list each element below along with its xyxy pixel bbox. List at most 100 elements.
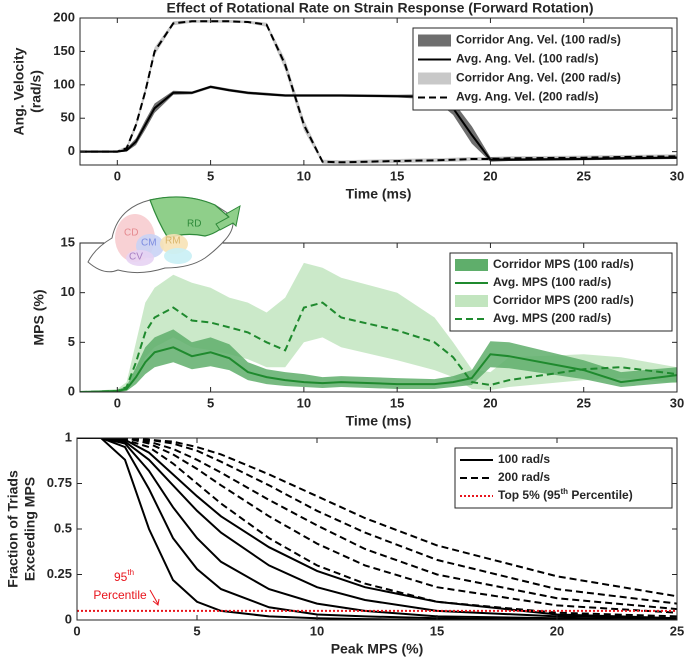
y-tick-label: 50	[61, 110, 75, 125]
legend-label: Top 5% (95th Percentile)	[498, 487, 633, 502]
x-tick-label: 10	[297, 168, 311, 183]
x-tick-label: 25	[576, 168, 590, 183]
brain-inset: RD CD CM RM CV	[87, 196, 241, 274]
chart-title: Effect of Rotational Rate on Strain Resp…	[166, 0, 593, 16]
y-tick-label: 0.75	[47, 475, 72, 490]
legend-label: Avg. Ang. Vel. (200 rad/s)	[456, 90, 599, 104]
x-axis-label: Time (ms)	[346, 186, 412, 202]
x-tick-label: 15	[430, 623, 444, 638]
x-tick-label: 20	[550, 623, 564, 638]
x-tick-label: 10	[297, 395, 311, 410]
plot-area	[80, 20, 677, 165]
legend-label: Avg. MPS (200 rad/s)	[493, 311, 611, 325]
rotation-arrow	[215, 205, 241, 231]
x-axis-label: Peak MPS (%)	[331, 641, 424, 657]
plot-area	[77, 438, 677, 620]
y-tick-label: 0.5	[54, 520, 72, 535]
y-axis-label: MPS (%)	[31, 290, 47, 346]
x-tick-label: 0	[114, 168, 121, 183]
panel: 0 5 10 15 20 25 0 0.25 0.5 0.75 1 Peak MPS (%) Fract…	[5, 429, 685, 656]
inset-label: CM	[141, 238, 157, 249]
avg-line	[80, 346, 677, 392]
panel: 0 5 10 15 20 25 30 0 50 100 150 200 Time (ms) Ang. Ve…	[11, 9, 685, 201]
curve	[77, 438, 677, 605]
y-tick-label: 0	[68, 143, 75, 158]
annotation: 95th	[114, 568, 134, 584]
annotation-text: 95	[114, 570, 128, 584]
y-tick-label: 15	[61, 234, 75, 249]
y-tick-label: 200	[53, 9, 75, 24]
legend: 100 rad/s 200 rad/s Top 5% (95th Percentil…	[454, 447, 673, 509]
legend-swatch	[455, 259, 488, 271]
x-tick-label: 15	[390, 168, 404, 183]
axes-frame	[79, 17, 678, 166]
x-tick-label: 20	[483, 395, 497, 410]
curve	[77, 438, 677, 618]
legend-label: Corridor Ang. Vel. (200 rad/s)	[456, 71, 621, 85]
legend-label: Corridor MPS (200 rad/s)	[493, 293, 634, 307]
curve	[77, 438, 677, 614]
y-axis-label: Fraction of Triads	[5, 470, 21, 588]
avg-line	[80, 301, 677, 392]
legend-label: Avg. MPS (100 rad/s)	[493, 275, 611, 289]
y-tick-label: 0	[65, 611, 72, 626]
legend-label: Corridor MPS (100 rad/s)	[493, 257, 634, 271]
avg-line	[80, 85, 677, 161]
avg-line	[80, 20, 677, 164]
y-axis-label: Ang. Velocity	[11, 47, 27, 135]
y-tick-label: 0.25	[47, 566, 72, 581]
x-tick-label: 30	[670, 168, 684, 183]
x-tick-label: 20	[483, 168, 497, 183]
inset-label: CV	[129, 252, 143, 263]
region-rd	[149, 196, 231, 239]
y-tick-label: 100	[53, 76, 75, 91]
legend-label: Avg. Ang. Vel. (100 rad/s)	[456, 52, 599, 66]
x-tick-label: 0	[73, 623, 80, 638]
legend: Corridor MPS (100 rad/s) Avg. MPS (100 ra…	[449, 252, 673, 332]
axes-frame	[79, 242, 678, 393]
x-tick-label: 5	[193, 623, 200, 638]
x-tick-label: 15	[390, 395, 404, 410]
legend-label-part: Top 5% (95	[498, 488, 561, 502]
region-cv	[126, 250, 154, 266]
legend-box	[454, 447, 673, 509]
x-tick-label: 10	[310, 623, 324, 638]
y-axis-label: Exceeding MPS	[22, 477, 38, 581]
annotation: Percentile	[93, 588, 147, 602]
x-axis-label: Time (ms)	[346, 413, 412, 429]
legend: Corridor Ang. Vel. (100 rad/s) Avg. Ang. …	[412, 27, 673, 111]
x-tick-label: 5	[207, 395, 214, 410]
curve	[77, 438, 677, 611]
legend-swatch	[418, 34, 451, 47]
x-tick-label: 30	[670, 395, 684, 410]
y-tick-label: 5	[68, 334, 75, 349]
legend-label: Corridor Ang. Vel. (100 rad/s)	[456, 33, 621, 47]
panel: 0 5 10 15 20 25 30 0 5 10 15 Time (ms) MPS (%) Corrid…	[31, 234, 685, 428]
x-tick-label: 0	[114, 395, 121, 410]
legend-label: 200 rad/s	[498, 470, 550, 484]
corridor	[80, 329, 677, 392]
y-axis-label: (rad/s)	[28, 70, 44, 113]
x-tick-label: 25	[670, 623, 684, 638]
y-tick-label: 1	[65, 429, 72, 444]
curve	[77, 438, 677, 598]
legend-label: 100 rad/s	[498, 452, 550, 466]
y-tick-label: 0	[68, 383, 75, 398]
legend-swatch	[418, 72, 451, 85]
x-tick-label: 25	[576, 395, 590, 410]
y-tick-label: 10	[61, 284, 75, 299]
region-cyan	[164, 248, 192, 264]
y-tick-label: 150	[53, 43, 75, 58]
legend-label-part: Percentile)	[568, 488, 633, 502]
annotation-sup: th	[127, 568, 134, 577]
x-tick-label: 5	[207, 168, 214, 183]
plot-area	[80, 262, 677, 392]
inset-label: RD	[187, 219, 201, 230]
annotation-arrow	[149, 589, 160, 606]
legend-label-part: th	[560, 487, 568, 496]
legend-box	[412, 27, 673, 111]
inset-label: RM	[165, 236, 181, 247]
legend-swatch	[455, 295, 488, 307]
inset-label: CD	[124, 228, 138, 239]
